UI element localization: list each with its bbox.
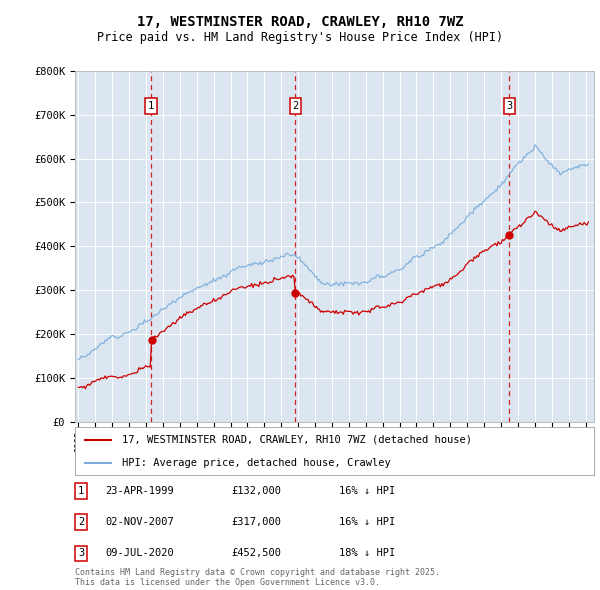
Text: 02-NOV-2007: 02-NOV-2007: [105, 517, 174, 527]
Text: 2: 2: [292, 101, 298, 111]
Text: 1: 1: [148, 101, 154, 111]
Text: 16% ↓ HPI: 16% ↓ HPI: [339, 517, 395, 527]
Text: 23-APR-1999: 23-APR-1999: [105, 486, 174, 496]
Text: £317,000: £317,000: [231, 517, 281, 527]
Text: 3: 3: [506, 101, 512, 111]
Text: 3: 3: [78, 549, 84, 558]
Text: £452,500: £452,500: [231, 549, 281, 558]
Text: Price paid vs. HM Land Registry's House Price Index (HPI): Price paid vs. HM Land Registry's House …: [97, 31, 503, 44]
Text: 09-JUL-2020: 09-JUL-2020: [105, 549, 174, 558]
Text: HPI: Average price, detached house, Crawley: HPI: Average price, detached house, Craw…: [122, 458, 391, 468]
Text: 1: 1: [78, 486, 84, 496]
Text: 16% ↓ HPI: 16% ↓ HPI: [339, 486, 395, 496]
Text: 2: 2: [78, 517, 84, 527]
Text: Contains HM Land Registry data © Crown copyright and database right 2025.
This d: Contains HM Land Registry data © Crown c…: [75, 568, 440, 587]
Text: 18% ↓ HPI: 18% ↓ HPI: [339, 549, 395, 558]
Text: 17, WESTMINSTER ROAD, CRAWLEY, RH10 7WZ (detached house): 17, WESTMINSTER ROAD, CRAWLEY, RH10 7WZ …: [122, 435, 472, 445]
Text: £132,000: £132,000: [231, 486, 281, 496]
Text: 17, WESTMINSTER ROAD, CRAWLEY, RH10 7WZ: 17, WESTMINSTER ROAD, CRAWLEY, RH10 7WZ: [137, 15, 463, 29]
